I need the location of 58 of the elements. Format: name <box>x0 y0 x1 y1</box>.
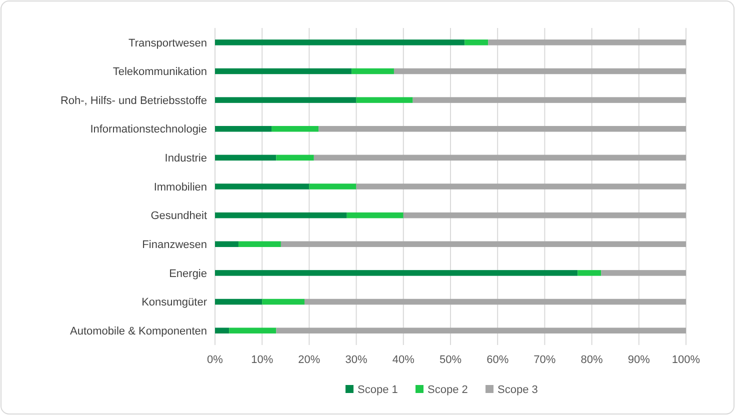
x-tick-label: 30% <box>345 354 368 366</box>
bar <box>578 270 602 276</box>
y-tick-label: Automobile & Komponenten <box>70 325 207 338</box>
bar <box>215 154 276 161</box>
y-tick-label: Informationstechnologie <box>90 124 207 136</box>
bar <box>403 212 686 218</box>
bar <box>346 212 404 218</box>
bar <box>215 68 352 74</box>
bar <box>215 212 347 218</box>
bar <box>238 241 281 248</box>
y-tick-label: Telekommunikation <box>112 66 207 78</box>
bar <box>318 126 686 132</box>
x-tick-label: 70% <box>534 354 556 366</box>
legend-label: Scope 3 <box>498 384 538 396</box>
x-tick-label: 60% <box>486 354 509 366</box>
legend-label: Scope 2 <box>428 384 468 396</box>
bar <box>215 241 239 248</box>
bar <box>276 328 686 334</box>
x-tick-label: 50% <box>439 354 462 366</box>
bar <box>601 270 686 276</box>
x-tick-label: 20% <box>298 354 320 366</box>
x-tick-label: 10% <box>251 354 274 366</box>
bar <box>215 298 262 305</box>
x-tick-label: 100% <box>672 354 700 366</box>
bar <box>356 184 686 190</box>
bar <box>394 68 686 74</box>
bar <box>215 40 465 46</box>
bar <box>276 154 314 161</box>
y-tick-label: Industrie <box>164 152 207 165</box>
bar <box>215 328 230 334</box>
bar <box>215 126 272 132</box>
bar <box>488 40 686 46</box>
legend-label: Scope 1 <box>358 384 398 396</box>
y-tick-label: Finanzwesen <box>142 238 207 251</box>
bar <box>272 126 319 132</box>
bar <box>314 154 686 161</box>
bar <box>356 97 413 103</box>
bar <box>280 241 686 248</box>
x-tick-label: 80% <box>580 354 604 366</box>
y-tick-label: Konsumgüter <box>142 296 208 309</box>
bar <box>352 68 394 74</box>
y-tick-label: Immobilien <box>154 181 207 194</box>
y-tick-label: Roh-, Hilfs- und Betriebsstoffe <box>60 94 207 107</box>
x-tick-label: 40% <box>392 354 415 366</box>
bar <box>309 184 356 190</box>
bar <box>262 298 304 305</box>
y-tick-label: Transportwesen <box>128 37 207 50</box>
x-tick-label: 90% <box>628 354 650 366</box>
bar <box>215 184 310 190</box>
bar <box>215 97 356 103</box>
y-tick-label: Gesundheit <box>150 210 207 222</box>
y-tick-label: Energie <box>169 268 207 280</box>
bar <box>229 328 276 334</box>
x-tick-label: 0% <box>207 354 224 366</box>
bar <box>464 40 488 46</box>
bar <box>215 270 578 276</box>
bar <box>304 298 686 305</box>
bar <box>412 97 686 103</box>
